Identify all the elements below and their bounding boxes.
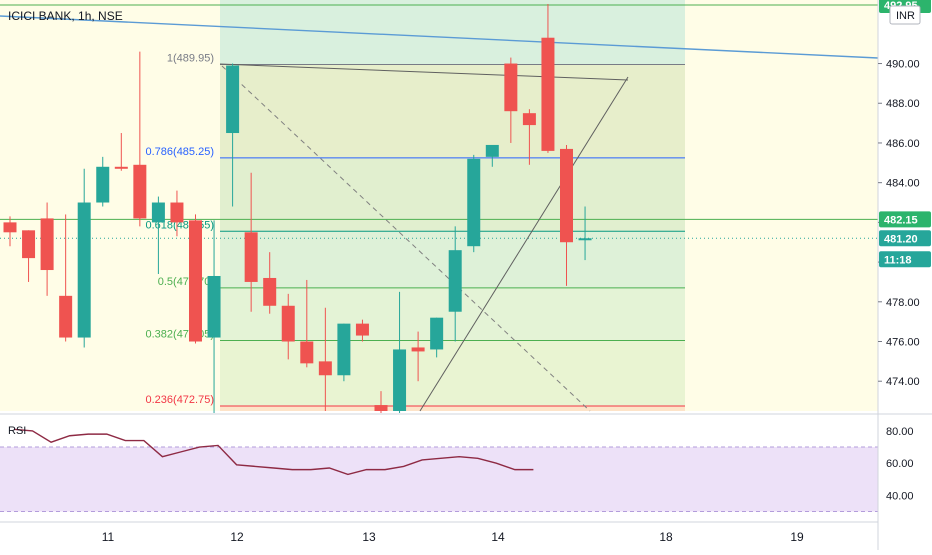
candle-body — [77, 202, 91, 338]
candle-body — [393, 349, 407, 411]
price-tag-last-background — [879, 230, 931, 247]
candle-body — [263, 277, 277, 306]
fib-diagonal — [221, 65, 591, 412]
price-tick-label: 476.00 — [886, 337, 920, 349]
time-tick-label: 13 — [362, 530, 376, 544]
price-tag-upper: 482.15 — [884, 214, 918, 226]
trend-line — [0, 15, 879, 59]
fib-level-label: 0.5(478.70) — [158, 276, 214, 288]
time-tick-label: 14 — [491, 530, 505, 544]
candle-body — [318, 361, 332, 376]
price-tag-last: 481.20 — [884, 233, 918, 245]
candle-body — [189, 220, 202, 342]
candle-body — [337, 323, 351, 376]
candle-body — [40, 218, 54, 271]
candle-body — [133, 164, 147, 219]
time-tick-label: 18 — [659, 530, 673, 544]
candle-body — [170, 202, 184, 223]
candle-body — [560, 148, 573, 243]
fib-band — [220, 157, 685, 232]
price-tag-upper-background — [879, 211, 931, 228]
candle-body — [114, 166, 128, 169]
candle-body — [355, 323, 369, 336]
time-tick-label: 11 — [102, 530, 115, 544]
price-tick-label: 488.00 — [886, 98, 920, 110]
price-tick-label: 478.00 — [886, 297, 920, 309]
candle-body — [522, 113, 536, 126]
candle-body — [541, 37, 555, 151]
rsi-band-fill — [0, 447, 878, 512]
candle-body — [430, 317, 444, 350]
candle-body — [578, 238, 592, 241]
candle-body — [22, 230, 36, 259]
candle-body — [411, 347, 425, 352]
candle-body — [59, 295, 73, 338]
fib-level-label: 0.786(485.25) — [146, 146, 215, 158]
candle-body — [374, 405, 388, 411]
price-tick-label: 486.00 — [886, 138, 920, 150]
candle-body — [96, 166, 110, 203]
price-tick-label: 490.00 — [886, 59, 920, 71]
countdown-timer: 11:18 — [884, 254, 912, 266]
candle-body — [485, 144, 499, 157]
candle-body — [151, 202, 165, 223]
countdown-timer-background — [879, 251, 931, 268]
fib-level-label: 1(489.95) — [167, 53, 214, 65]
currency-badge-background — [889, 5, 921, 25]
price-tick-label: 474.00 — [886, 376, 920, 388]
fib-band — [220, 64, 685, 158]
fib-level-label: 0.236(472.75) — [146, 394, 215, 406]
pattern-line — [419, 76, 629, 412]
rsi-tick-label: 60.00 — [886, 458, 914, 470]
symbol-label: ICICI BANK, 1h, NSE — [8, 9, 123, 23]
candle-body — [226, 65, 240, 134]
time-tick-label: 19 — [790, 530, 804, 544]
fib-band — [220, 340, 685, 407]
currency-badge: INR — [896, 10, 915, 22]
candle-body — [467, 158, 481, 247]
candle-body — [504, 63, 518, 112]
price-axis-background — [878, 0, 932, 550]
fib-level-label: 0.382(476.05) — [146, 329, 215, 341]
fib-band-top — [220, 0, 685, 65]
candle-body — [300, 341, 314, 364]
candle-body — [244, 232, 258, 282]
time-tick-label: 12 — [230, 530, 244, 544]
candle-body — [3, 222, 17, 233]
candle-body — [281, 305, 295, 342]
rsi-label: RSI — [8, 425, 26, 437]
price-tick-label: 484.00 — [886, 178, 920, 190]
pattern-line — [219, 63, 629, 81]
candle-body — [207, 275, 221, 338]
candle-body — [448, 250, 462, 312]
rsi-line — [13, 428, 534, 476]
rsi-tick-label: 80.00 — [886, 426, 914, 438]
rsi-tick-label: 40.00 — [886, 490, 914, 502]
fib-band-bottom — [220, 406, 685, 411]
